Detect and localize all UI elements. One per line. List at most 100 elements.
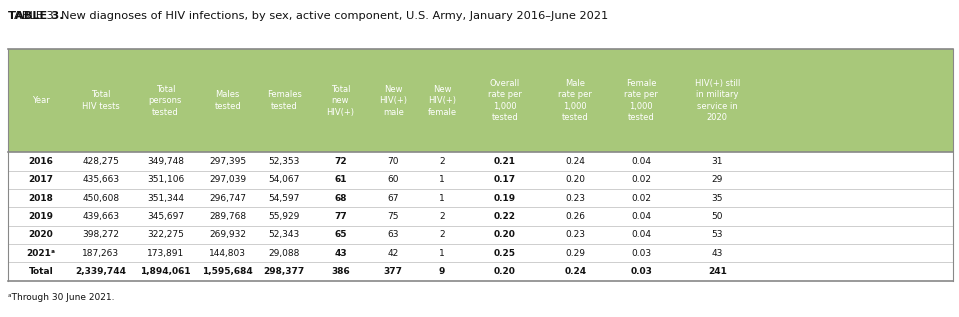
- Text: 349,748: 349,748: [147, 157, 184, 166]
- Text: 9: 9: [439, 267, 445, 276]
- Text: 75: 75: [387, 212, 399, 221]
- Bar: [8, 49, 953, 152]
- Text: 53: 53: [712, 230, 723, 239]
- Text: 345,697: 345,697: [147, 212, 184, 221]
- Text: 54,597: 54,597: [269, 193, 300, 203]
- Text: TABLE 3. New diagnoses of HIV infections, by sex, active component, U.S. Army, J: TABLE 3. New diagnoses of HIV infections…: [8, 11, 608, 21]
- Text: Male
rate per
1,000
tested: Male rate per 1,000 tested: [558, 79, 593, 122]
- Text: 0.02: 0.02: [631, 193, 651, 203]
- Text: TABLE 3.: TABLE 3.: [8, 11, 63, 21]
- Text: 52,353: 52,353: [269, 157, 300, 166]
- Text: 2021ᵃ: 2021ᵃ: [26, 249, 56, 257]
- Text: 2019: 2019: [28, 212, 54, 221]
- Text: Total
persons
tested: Total persons tested: [149, 85, 182, 117]
- Text: 0.02: 0.02: [631, 175, 651, 184]
- Text: 67: 67: [387, 193, 399, 203]
- Text: Females
tested: Females tested: [267, 90, 302, 111]
- Text: 1: 1: [439, 249, 445, 257]
- Text: 2018: 2018: [29, 193, 53, 203]
- Text: 144,803: 144,803: [209, 249, 246, 257]
- Text: 1: 1: [439, 175, 445, 184]
- Text: 2,339,744: 2,339,744: [75, 267, 127, 276]
- Text: Overall
rate per
1,000
tested: Overall rate per 1,000 tested: [488, 79, 522, 122]
- Text: 241: 241: [708, 267, 727, 276]
- Text: 298,377: 298,377: [264, 267, 305, 276]
- Text: 0.24: 0.24: [564, 267, 587, 276]
- Text: 0.21: 0.21: [494, 157, 516, 166]
- Text: 351,106: 351,106: [147, 175, 184, 184]
- Text: 68: 68: [334, 193, 347, 203]
- Text: 0.26: 0.26: [566, 212, 585, 221]
- Text: 61: 61: [334, 175, 347, 184]
- Text: 0.20: 0.20: [494, 230, 516, 239]
- Text: 0.19: 0.19: [494, 193, 516, 203]
- Text: 0.23: 0.23: [566, 193, 585, 203]
- Text: Total
HIV tests: Total HIV tests: [82, 90, 120, 111]
- Text: 0.04: 0.04: [631, 157, 651, 166]
- Text: 398,272: 398,272: [82, 230, 119, 239]
- Text: 322,275: 322,275: [147, 230, 184, 239]
- Text: 0.23: 0.23: [566, 230, 585, 239]
- Text: HIV(+) still
in military
service in
2020: HIV(+) still in military service in 2020: [694, 79, 740, 122]
- Text: 351,344: 351,344: [147, 193, 184, 203]
- Text: 1,894,061: 1,894,061: [140, 267, 191, 276]
- Text: 2: 2: [439, 230, 445, 239]
- Text: Year: Year: [32, 96, 50, 105]
- Text: 42: 42: [387, 249, 399, 257]
- Text: 428,275: 428,275: [82, 157, 119, 166]
- Text: 54,067: 54,067: [269, 175, 300, 184]
- Text: 0.25: 0.25: [494, 249, 516, 257]
- Text: New
HIV(+)
female: New HIV(+) female: [428, 85, 456, 117]
- Text: 2: 2: [439, 212, 445, 221]
- Text: 0.04: 0.04: [631, 230, 651, 239]
- Text: 296,747: 296,747: [209, 193, 246, 203]
- Text: 72: 72: [334, 157, 347, 166]
- Text: 0.20: 0.20: [494, 267, 516, 276]
- Text: 60: 60: [387, 175, 399, 184]
- Text: 0.24: 0.24: [566, 157, 585, 166]
- Text: 0.17: 0.17: [494, 175, 516, 184]
- Text: 269,932: 269,932: [209, 230, 246, 239]
- Text: 31: 31: [712, 157, 723, 166]
- Text: 0.20: 0.20: [566, 175, 585, 184]
- Text: 1: 1: [439, 193, 445, 203]
- Text: Total: Total: [29, 267, 53, 276]
- Text: Total
new
HIV(+): Total new HIV(+): [326, 85, 355, 117]
- Text: 386: 386: [331, 267, 350, 276]
- Text: Female
rate per
1,000
tested: Female rate per 1,000 tested: [624, 79, 658, 122]
- Text: 187,263: 187,263: [82, 249, 119, 257]
- Text: 2017: 2017: [28, 175, 54, 184]
- Text: 297,395: 297,395: [209, 157, 246, 166]
- Text: Males
tested: Males tested: [215, 90, 241, 111]
- Text: 63: 63: [387, 230, 399, 239]
- Text: ᵃThrough 30 June 2021.: ᵃThrough 30 June 2021.: [8, 293, 114, 302]
- Text: 70: 70: [387, 157, 399, 166]
- Text: 50: 50: [712, 212, 723, 221]
- Text: 173,891: 173,891: [147, 249, 184, 257]
- Text: 2: 2: [439, 157, 445, 166]
- Text: 2020: 2020: [29, 230, 53, 239]
- Text: 55,929: 55,929: [269, 212, 300, 221]
- Text: 0.03: 0.03: [631, 249, 651, 257]
- Text: 435,663: 435,663: [82, 175, 119, 184]
- Text: 0.29: 0.29: [566, 249, 585, 257]
- Text: New
HIV(+)
male: New HIV(+) male: [379, 85, 408, 117]
- Text: 0.04: 0.04: [631, 212, 651, 221]
- Text: 77: 77: [334, 212, 347, 221]
- Text: 29: 29: [712, 175, 723, 184]
- Text: 289,768: 289,768: [209, 212, 246, 221]
- Text: 1,595,684: 1,595,684: [202, 267, 253, 276]
- Text: 29,088: 29,088: [269, 249, 300, 257]
- Text: 377: 377: [384, 267, 403, 276]
- Text: 43: 43: [334, 249, 347, 257]
- Text: 35: 35: [712, 193, 723, 203]
- Text: 43: 43: [712, 249, 723, 257]
- Text: 2016: 2016: [29, 157, 53, 166]
- Text: 0.22: 0.22: [494, 212, 516, 221]
- Text: 297,039: 297,039: [209, 175, 246, 184]
- Text: 450,608: 450,608: [82, 193, 119, 203]
- Text: 52,343: 52,343: [269, 230, 300, 239]
- Text: 439,663: 439,663: [82, 212, 119, 221]
- Text: 0.03: 0.03: [630, 267, 652, 276]
- Text: 65: 65: [334, 230, 347, 239]
